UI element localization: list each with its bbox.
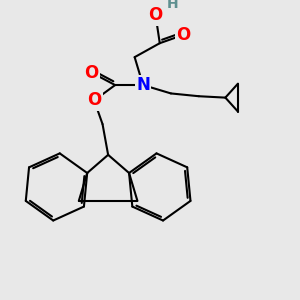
- Text: N: N: [136, 76, 150, 94]
- Text: O: O: [84, 64, 98, 82]
- Text: O: O: [176, 26, 190, 44]
- Text: O: O: [148, 6, 163, 24]
- Text: H: H: [167, 0, 178, 11]
- Text: O: O: [87, 92, 101, 110]
